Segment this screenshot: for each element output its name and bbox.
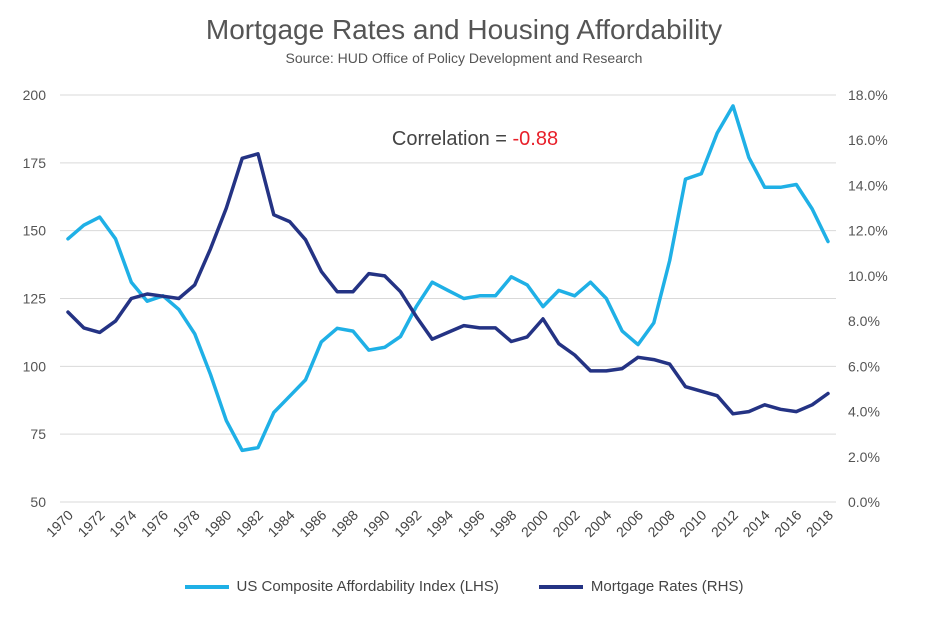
x-tick-label: 1990: [359, 507, 392, 540]
right-axis-ticks: 0.0% 2.0% 4.0% 6.0% 8.0% 10.0% 12.0% 14.0% 16.0%…: [848, 87, 888, 510]
y-right-tick-label: 0.0%: [848, 494, 880, 510]
x-tick-label: 1980: [201, 507, 234, 540]
x-tick-label: 1994: [423, 507, 456, 540]
x-tick-label: 1972: [74, 507, 107, 540]
x-tick-label: 2018: [803, 507, 836, 540]
x-tick-label: 1986: [296, 507, 329, 540]
gridlines: [60, 94, 836, 503]
x-tick-label: 1998: [486, 507, 519, 540]
x-tick-label: 1984: [264, 507, 297, 540]
x-tick-label: 2012: [708, 507, 741, 540]
y-left-tick-label: 150: [23, 223, 47, 239]
correlation-label: Correlation =: [392, 128, 513, 150]
x-tick-label: 1982: [233, 507, 266, 540]
legend-label-affordability: US Composite Affordability Index (LHS): [236, 578, 499, 595]
x-tick-label: 1988: [328, 507, 361, 540]
y-right-tick-label: 16.0%: [848, 132, 888, 148]
correlation-annotation: Correlation = -0.88: [392, 128, 558, 150]
x-tick-label: 2002: [549, 507, 582, 540]
x-tick-label: 2010: [676, 507, 709, 540]
y-right-tick-label: 6.0%: [848, 358, 880, 374]
y-right-tick-label: 2.0%: [848, 449, 880, 465]
y-right-tick-label: 8.0%: [848, 313, 880, 329]
y-left-tick-label: 175: [23, 155, 47, 171]
y-left-tick-label: 75: [30, 426, 46, 442]
series-lines: [66, 104, 830, 453]
legend-item-mortgage: Mortgage Rates (RHS): [538, 578, 744, 595]
y-left-tick-label: 50: [30, 494, 46, 510]
x-tick-label: 1992: [391, 507, 424, 540]
left-axis-ticks: 50 75 100 125 150 175 200: [23, 87, 47, 510]
y-left-tick-label: 200: [23, 87, 47, 103]
series-line-affordability: [66, 104, 830, 453]
x-tick-label: 1974: [106, 507, 139, 540]
y-right-tick-label: 18.0%: [848, 87, 888, 103]
y-right-tick-label: 4.0%: [848, 404, 880, 420]
x-tick-label: 1996: [454, 507, 487, 540]
legend-swatch-affordability: [184, 584, 229, 589]
legend-label-mortgage: Mortgage Rates (RHS): [590, 578, 744, 595]
chart-subtitle: Source: HUD Office of Policy Development…: [285, 50, 643, 66]
x-tick-label: 2014: [739, 507, 772, 540]
y-left-tick-label: 100: [23, 358, 47, 374]
x-tick-label: 2004: [581, 507, 614, 540]
chart-title: Mortgage Rates and Housing Affordability: [205, 14, 723, 45]
x-tick-label: 1976: [138, 507, 171, 540]
x-tick-label: 2006: [613, 507, 646, 540]
x-tick-label: 2016: [771, 507, 804, 540]
legend-swatch-mortgage: [538, 584, 583, 589]
x-tick-label: 1970: [43, 507, 76, 540]
x-axis-ticks: 1970197219741976197819801982198419861988…: [43, 507, 836, 540]
x-tick-label: 2000: [518, 507, 551, 540]
y-left-tick-label: 125: [23, 291, 47, 307]
correlation-value: -0.88: [513, 128, 559, 150]
series-line-mortgage-rates: [66, 152, 830, 416]
legend-item-affordability: US Composite Affordability Index (LHS): [184, 578, 499, 595]
x-tick-label: 1978: [169, 507, 202, 540]
y-right-tick-label: 12.0%: [848, 223, 888, 239]
y-right-tick-label: 14.0%: [848, 177, 888, 193]
y-right-tick-label: 10.0%: [848, 268, 888, 284]
x-tick-label: 2008: [644, 507, 677, 540]
legend: US Composite Affordability Index (LHS) M…: [0, 578, 928, 595]
